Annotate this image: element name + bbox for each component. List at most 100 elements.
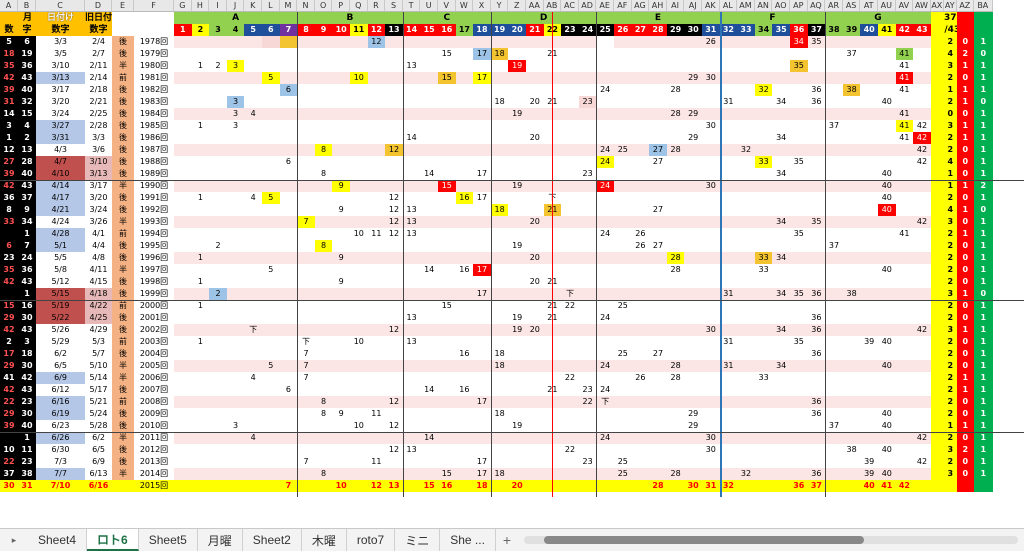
right-col-ay[interactable]: 2: [943, 228, 957, 240]
row-date[interactable]: 3/31: [36, 132, 85, 144]
right-col-ay[interactable]: 3: [943, 444, 957, 456]
grid-cell[interactable]: [755, 108, 773, 120]
grid-cell[interactable]: 1: [197, 301, 203, 310]
row-num-a[interactable]: 6: [0, 240, 18, 252]
row-round[interactable]: 2003回: [134, 336, 174, 348]
right-col-ba[interactable]: 1: [973, 456, 993, 468]
grid-cell[interactable]: 40: [878, 204, 896, 216]
grid-cell[interactable]: 17: [476, 397, 488, 406]
grid-cell[interactable]: 4: [250, 193, 256, 202]
grid-cell[interactable]: [755, 276, 773, 288]
col-header-AA[interactable]: AA: [526, 0, 544, 12]
col-header-BA[interactable]: BA: [973, 0, 993, 12]
grid-cell[interactable]: 42: [916, 325, 928, 334]
grid-cell[interactable]: 25: [617, 349, 628, 358]
row-kind[interactable]: 前: [112, 72, 134, 84]
row-num-b[interactable]: 11: [18, 444, 36, 456]
col-header-AJ[interactable]: AJ: [684, 0, 702, 12]
grid-cell[interactable]: 7: [303, 457, 309, 466]
col-header-M[interactable]: M: [279, 0, 298, 12]
col-header-AU[interactable]: AU: [878, 0, 896, 12]
row-num-b[interactable]: 3: [18, 336, 36, 348]
row-date[interactable]: 4/28: [36, 228, 85, 240]
row-round[interactable]: 2010回: [134, 420, 174, 432]
row-kind[interactable]: 後: [112, 408, 134, 420]
grid-cell[interactable]: 12: [388, 205, 400, 214]
col-header-AY[interactable]: AY: [943, 0, 957, 12]
grid-cell[interactable]: 12: [388, 397, 400, 406]
grid-cell[interactable]: 38: [842, 84, 861, 96]
grid-cell[interactable]: 35: [793, 289, 804, 298]
row-old-date[interactable]: 3/20: [85, 192, 112, 204]
grid-cell[interactable]: 26: [635, 373, 646, 382]
row-num-a[interactable]: [0, 228, 18, 240]
right-col-ba[interactable]: 1: [973, 360, 993, 372]
grid-cell[interactable]: 31: [723, 97, 734, 106]
right-col-ay[interactable]: 2: [943, 312, 957, 324]
grid-cell[interactable]: 40: [881, 169, 892, 178]
grid-cell[interactable]: 17: [476, 193, 488, 202]
right-col-ba[interactable]: 1: [973, 60, 993, 72]
row-num-b[interactable]: 40: [18, 84, 36, 96]
col-header-W[interactable]: W: [455, 0, 474, 12]
grid-cell[interactable]: 13: [406, 337, 417, 346]
grid-cell[interactable]: 40: [881, 97, 892, 106]
row-num-a[interactable]: 27: [0, 156, 18, 168]
grid-cell[interactable]: 16: [459, 265, 470, 274]
grid-cell[interactable]: 40: [881, 181, 892, 190]
grid-cell[interactable]: 18: [490, 204, 509, 216]
grid-cell[interactable]: 28: [670, 85, 681, 94]
grid-cell[interactable]: 20: [529, 217, 540, 226]
grid-cell[interactable]: 7: [303, 373, 309, 382]
row-round[interactable]: 1999回: [134, 288, 174, 300]
grid-cell[interactable]: 9: [338, 409, 344, 418]
grid-cell[interactable]: 9: [332, 180, 350, 192]
grid-cell[interactable]: 28: [670, 265, 681, 274]
row-date[interactable]: 3/5: [36, 48, 85, 60]
right-col-ba[interactable]: 1: [973, 468, 993, 480]
grid-cell[interactable]: 16: [459, 349, 470, 358]
row-old-date[interactable]: 5/14: [85, 372, 112, 384]
grid-cell[interactable]: 36: [811, 469, 822, 478]
row-round[interactable]: 2011回: [134, 432, 174, 444]
row-old-date[interactable]: 4/25: [85, 312, 112, 324]
grid-cell[interactable]: 23: [578, 96, 597, 108]
grid-cell[interactable]: 14: [424, 169, 435, 178]
grid-cell[interactable]: 33: [758, 265, 769, 274]
grid-cell[interactable]: 40: [881, 265, 892, 274]
row-round[interactable]: 1995回: [134, 240, 174, 252]
grid-cell[interactable]: 24: [600, 433, 611, 442]
right-col-az[interactable]: 0: [956, 408, 974, 420]
row-old-date[interactable]: 2/21: [85, 96, 112, 108]
row-num-a[interactable]: 29: [0, 408, 18, 420]
row-date[interactable]: 6/16: [36, 396, 85, 408]
grid-cell[interactable]: 12: [385, 144, 403, 156]
row-kind[interactable]: 後: [112, 312, 134, 324]
grid-cell[interactable]: 18: [494, 469, 505, 478]
grid-cell[interactable]: 41: [899, 229, 910, 238]
grid-cell[interactable]: 12: [388, 193, 400, 202]
col-header-Z[interactable]: Z: [508, 0, 526, 12]
scroll-thumb[interactable]: [543, 536, 864, 544]
grid-cell[interactable]: 18: [494, 97, 505, 106]
right-col-ba[interactable]: 1: [973, 252, 993, 264]
right-col-ba[interactable]: 1: [973, 84, 993, 96]
grid-cell[interactable]: [297, 48, 315, 60]
grid-cell[interactable]: 34: [776, 289, 787, 298]
grid-cell[interactable]: 20: [529, 277, 540, 286]
right-col-ba[interactable]: 1: [973, 72, 993, 84]
right-col-ba[interactable]: 1: [973, 348, 993, 360]
right-col-ay[interactable]: 2: [943, 336, 957, 348]
grid-cell[interactable]: 15: [438, 180, 456, 192]
row-num-a[interactable]: 29: [0, 312, 18, 324]
row-round[interactable]: 2007回: [134, 384, 174, 396]
row-kind[interactable]: 後: [112, 192, 134, 204]
grid-cell[interactable]: 7: [297, 216, 315, 228]
row-num-a[interactable]: 42: [0, 180, 18, 192]
row-round[interactable]: 1987回: [134, 144, 174, 156]
row-old-date[interactable]: 2/14: [85, 72, 112, 84]
row-old-date[interactable]: 4/1: [85, 228, 112, 240]
sheet-tab-3[interactable]: 月曜: [198, 529, 243, 551]
grid-cell[interactable]: 17: [476, 457, 488, 466]
grid-cell[interactable]: 17: [473, 264, 491, 276]
